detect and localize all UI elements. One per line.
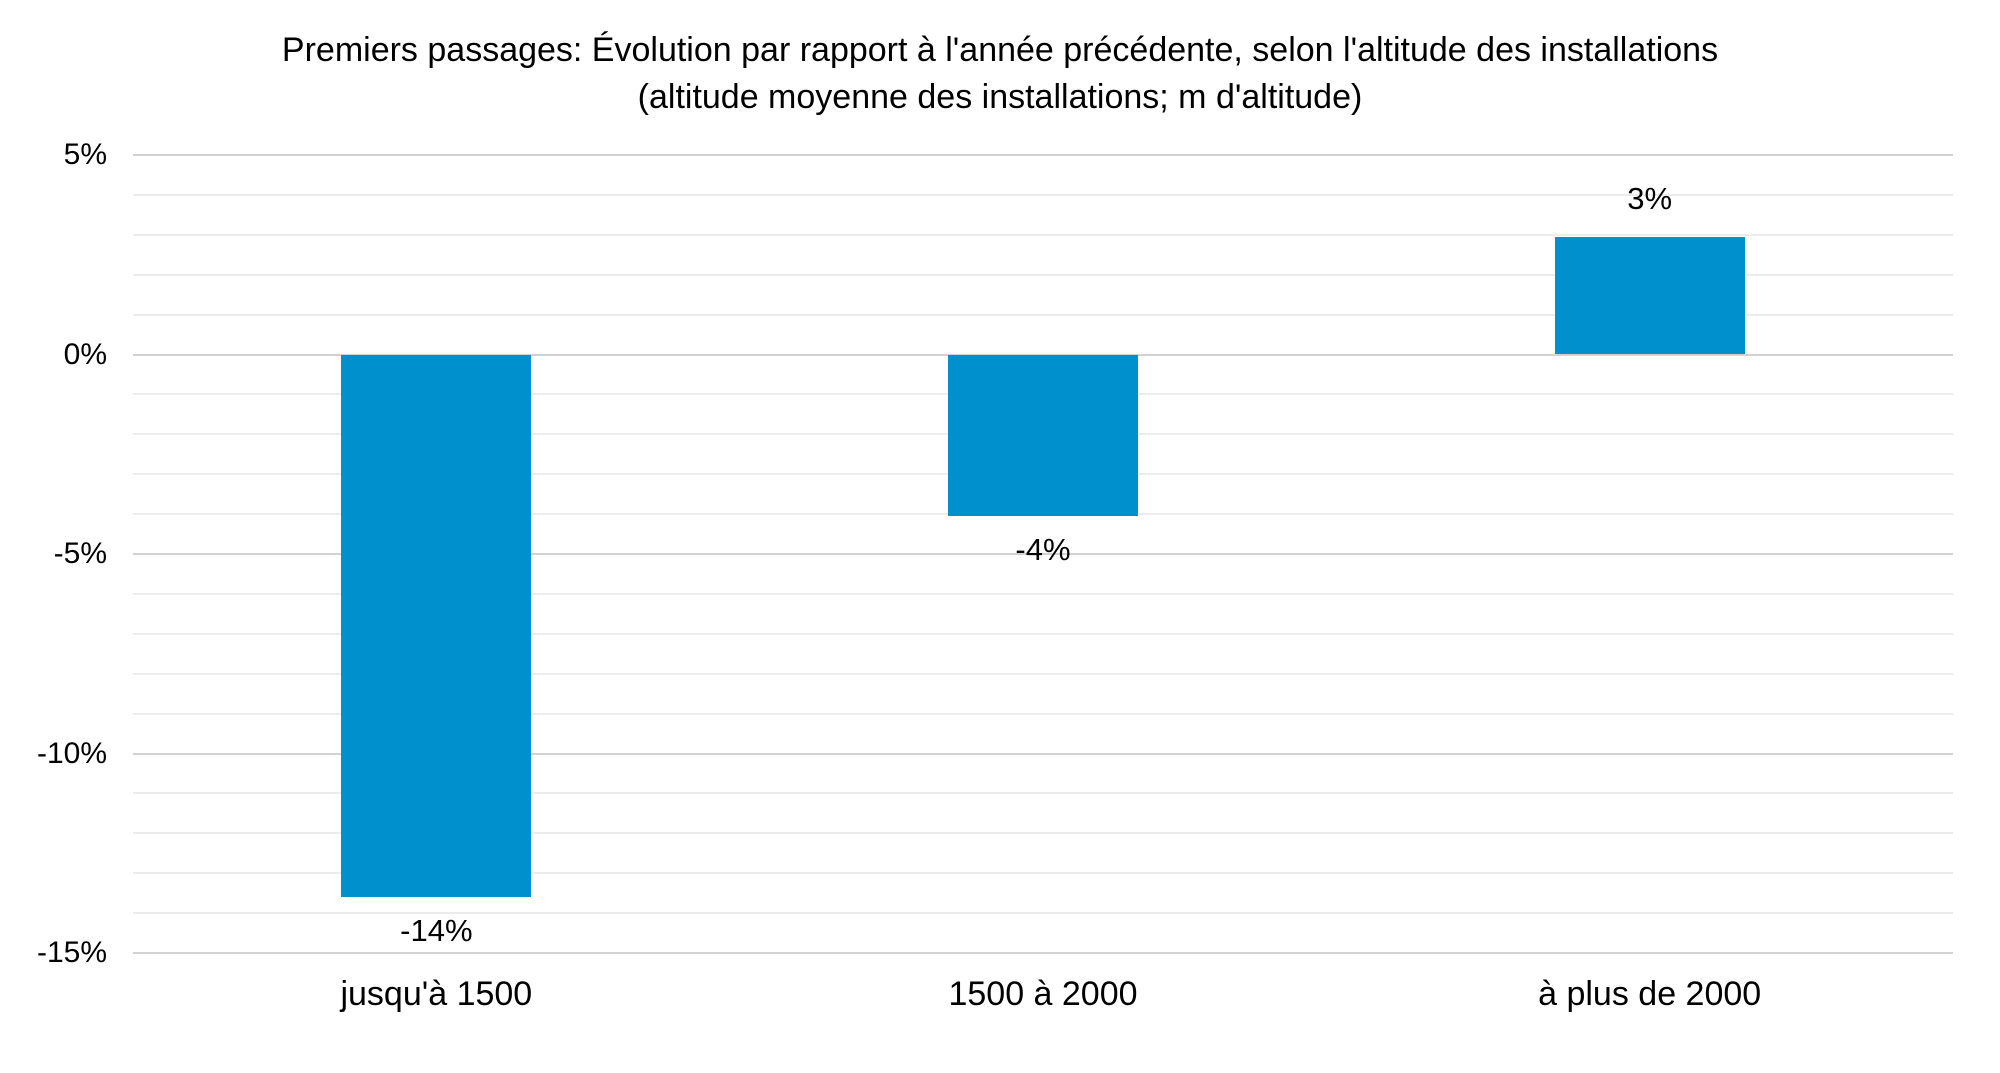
gridline-major <box>133 752 1953 755</box>
gridline-major <box>133 553 1953 555</box>
gridline-minor <box>133 632 1953 635</box>
plot-area: -14% -4% 3% <box>133 154 1953 954</box>
gridline-minor <box>133 872 1953 875</box>
x-axis-category-label: 1500 à 2000 <box>948 975 1138 1013</box>
gridline-minor <box>133 592 1953 595</box>
bar-data-label: -14% <box>400 913 473 949</box>
gridline-minor <box>133 193 1953 196</box>
gridline-minor <box>133 912 1953 915</box>
y-axis-tick-label: 0% <box>63 337 107 371</box>
gridline-major <box>133 154 1953 156</box>
gridline-major <box>133 952 1953 954</box>
bar-data-label: -4% <box>1015 532 1071 568</box>
gridline-minor <box>133 672 1953 675</box>
y-axis: 5% 0% -5% -10% -15% <box>0 138 107 969</box>
bar-data-label: 3% <box>1627 180 1673 216</box>
bar <box>341 354 532 898</box>
y-axis-tick-label: 5% <box>63 138 107 171</box>
y-axis-tick-label: -5% <box>53 537 107 570</box>
x-axis: jusqu'à 1500 1500 à 2000 à plus de 2000 <box>133 975 1953 1025</box>
y-axis-tick-label: -15% <box>36 936 107 969</box>
gridline-minor <box>133 712 1953 715</box>
x-axis-category-label: à plus de 2000 <box>1538 975 1762 1013</box>
bar <box>948 354 1138 517</box>
y-axis-tick-label: -10% <box>36 736 107 770</box>
gridline-minor <box>133 792 1953 795</box>
chart-title: Premiers passages: Évolution par rapport… <box>281 31 1719 116</box>
x-axis-category-label: jusqu'à 1500 <box>340 975 533 1013</box>
gridline-minor <box>133 832 1953 835</box>
gridline-minor <box>133 233 1953 236</box>
bar <box>1554 236 1745 355</box>
gridline-minor <box>133 273 1953 276</box>
gridline-minor <box>133 313 1953 316</box>
